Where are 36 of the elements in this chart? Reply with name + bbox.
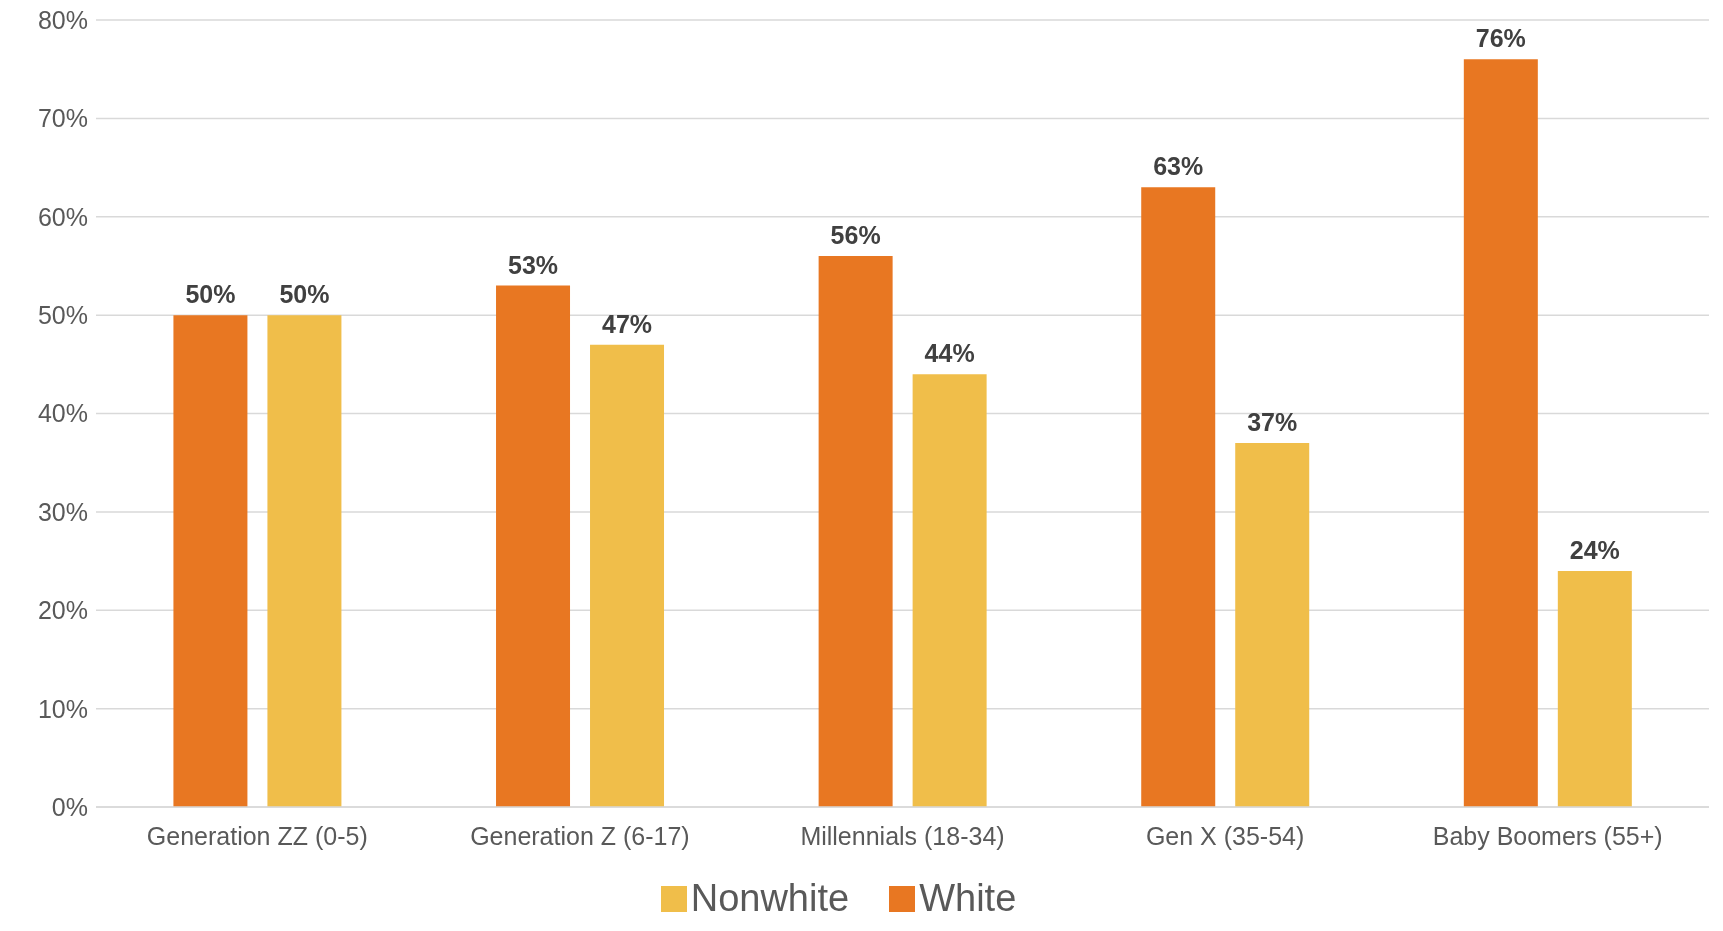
y-tick-label: 40% (37, 399, 88, 428)
bar (173, 315, 248, 807)
data-label: 44% (924, 339, 975, 368)
x-tick-label: Baby Boomers (55+) (1432, 821, 1663, 850)
bar (1463, 59, 1538, 807)
y-tick-label: 50% (37, 301, 88, 329)
data-label: 37% (1247, 408, 1298, 437)
x-tick-label: Millennials (18-34) (800, 821, 1005, 850)
data-label: 24% (1569, 535, 1620, 564)
data-label: 47% (602, 309, 653, 338)
y-tick-label: 20% (37, 596, 88, 625)
bar (496, 285, 571, 807)
x-tick-label: Gen X (35-54) (1145, 821, 1305, 850)
bar (590, 344, 665, 807)
data-label: 76% (1475, 24, 1526, 53)
bar (267, 315, 342, 807)
bar (1235, 443, 1310, 807)
x-tick-label: Generation ZZ (0-5) (146, 821, 368, 850)
y-tick-label: 80% (37, 5, 88, 34)
bar (818, 256, 893, 807)
bar (1141, 187, 1216, 807)
data-label: 50% (185, 280, 236, 309)
bar (912, 374, 987, 807)
legend-label: White (919, 877, 1017, 919)
data-label: 63% (1153, 152, 1204, 181)
data-label: 50% (279, 280, 330, 309)
y-tick-label: 0% (51, 792, 88, 821)
bar (1557, 570, 1632, 807)
data-label: 53% (508, 250, 559, 279)
data-label: 56% (830, 221, 881, 250)
y-tick-label: 30% (37, 497, 88, 526)
x-tick-label: Generation Z (6-17) (470, 821, 690, 850)
legend-label: Nonwhite (690, 877, 850, 919)
y-tick-label: 10% (37, 694, 88, 723)
y-tick-label: 70% (37, 104, 88, 133)
y-tick-label: 60% (37, 202, 88, 231)
